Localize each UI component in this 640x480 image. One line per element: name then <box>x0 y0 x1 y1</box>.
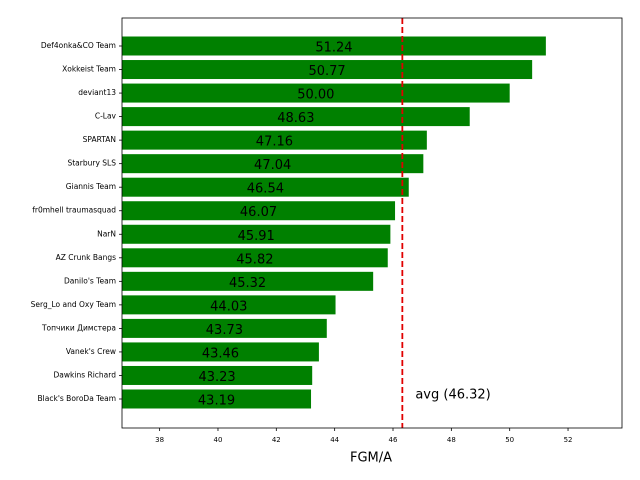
y-tick-label: Serg_Lo and Oxy Team <box>31 300 116 309</box>
y-tick-label: SPARTAN <box>83 135 116 144</box>
x-tick-label: 52 <box>564 436 573 444</box>
bar <box>122 83 510 103</box>
y-tick-label: Топчики Димстера <box>41 323 116 332</box>
x-tick-label: 40 <box>214 436 223 444</box>
y-tick-label: Dawkins Richard <box>54 370 117 379</box>
value-label: 47.04 <box>254 158 291 173</box>
y-tick-label: C-Lav <box>95 112 117 121</box>
value-label: 45.32 <box>229 276 266 291</box>
bar <box>122 248 388 268</box>
bar <box>122 130 427 150</box>
x-tick-label: 46 <box>389 436 398 444</box>
y-tick-label: fr0mhell traumasquad <box>32 206 116 215</box>
bar <box>122 295 336 315</box>
bar <box>122 107 470 127</box>
y-tick-label: deviant13 <box>78 88 116 97</box>
y-tick-label: Giannis Team <box>66 182 116 191</box>
bar <box>122 365 313 385</box>
value-label: 50.00 <box>297 88 334 103</box>
x-tick-label: 44 <box>330 436 339 444</box>
bar <box>122 318 327 338</box>
value-label: 51.24 <box>315 41 352 56</box>
y-tick-label: AZ Crunk Bangs <box>56 253 116 262</box>
y-tick-label: Vanek's Crew <box>66 347 116 356</box>
x-tick-label: 42 <box>272 436 281 444</box>
value-label: 48.63 <box>277 111 314 126</box>
avg-label: avg (46.32) <box>415 388 490 403</box>
y-tick-label: NarN <box>97 229 116 238</box>
x-axis-label: FGM/A <box>350 451 392 466</box>
bar <box>122 177 409 197</box>
x-tick-label: 38 <box>155 436 164 444</box>
value-label: 47.16 <box>256 135 293 150</box>
bar <box>122 60 533 80</box>
bar <box>122 154 424 174</box>
bar <box>122 271 374 291</box>
plot-frame <box>121 17 623 429</box>
value-label: 43.23 <box>198 370 235 385</box>
bar <box>122 224 391 244</box>
value-label: 46.54 <box>247 182 284 197</box>
y-tick-label: Def4onka&CO Team <box>41 41 116 50</box>
value-label: 45.82 <box>236 252 273 267</box>
bar <box>122 36 546 56</box>
value-label: 45.91 <box>238 229 275 244</box>
value-label: 50.77 <box>308 64 345 79</box>
value-label: 46.07 <box>240 205 277 220</box>
bar <box>122 201 396 221</box>
bar <box>122 389 312 409</box>
value-label: 44.03 <box>210 299 247 314</box>
value-label: 43.73 <box>206 323 243 338</box>
y-tick-label: Danilo's Team <box>64 276 116 285</box>
x-tick-label: 48 <box>447 436 456 444</box>
x-tick-label: 50 <box>505 436 514 444</box>
value-label: 43.46 <box>202 346 239 361</box>
bar <box>122 342 319 362</box>
value-label: 43.19 <box>198 394 235 409</box>
y-tick-label: Starbury SLS <box>67 159 116 168</box>
y-tick-label: Xokkeist Team <box>62 65 116 74</box>
y-tick-label: Black's BoroDa Team <box>38 394 116 403</box>
